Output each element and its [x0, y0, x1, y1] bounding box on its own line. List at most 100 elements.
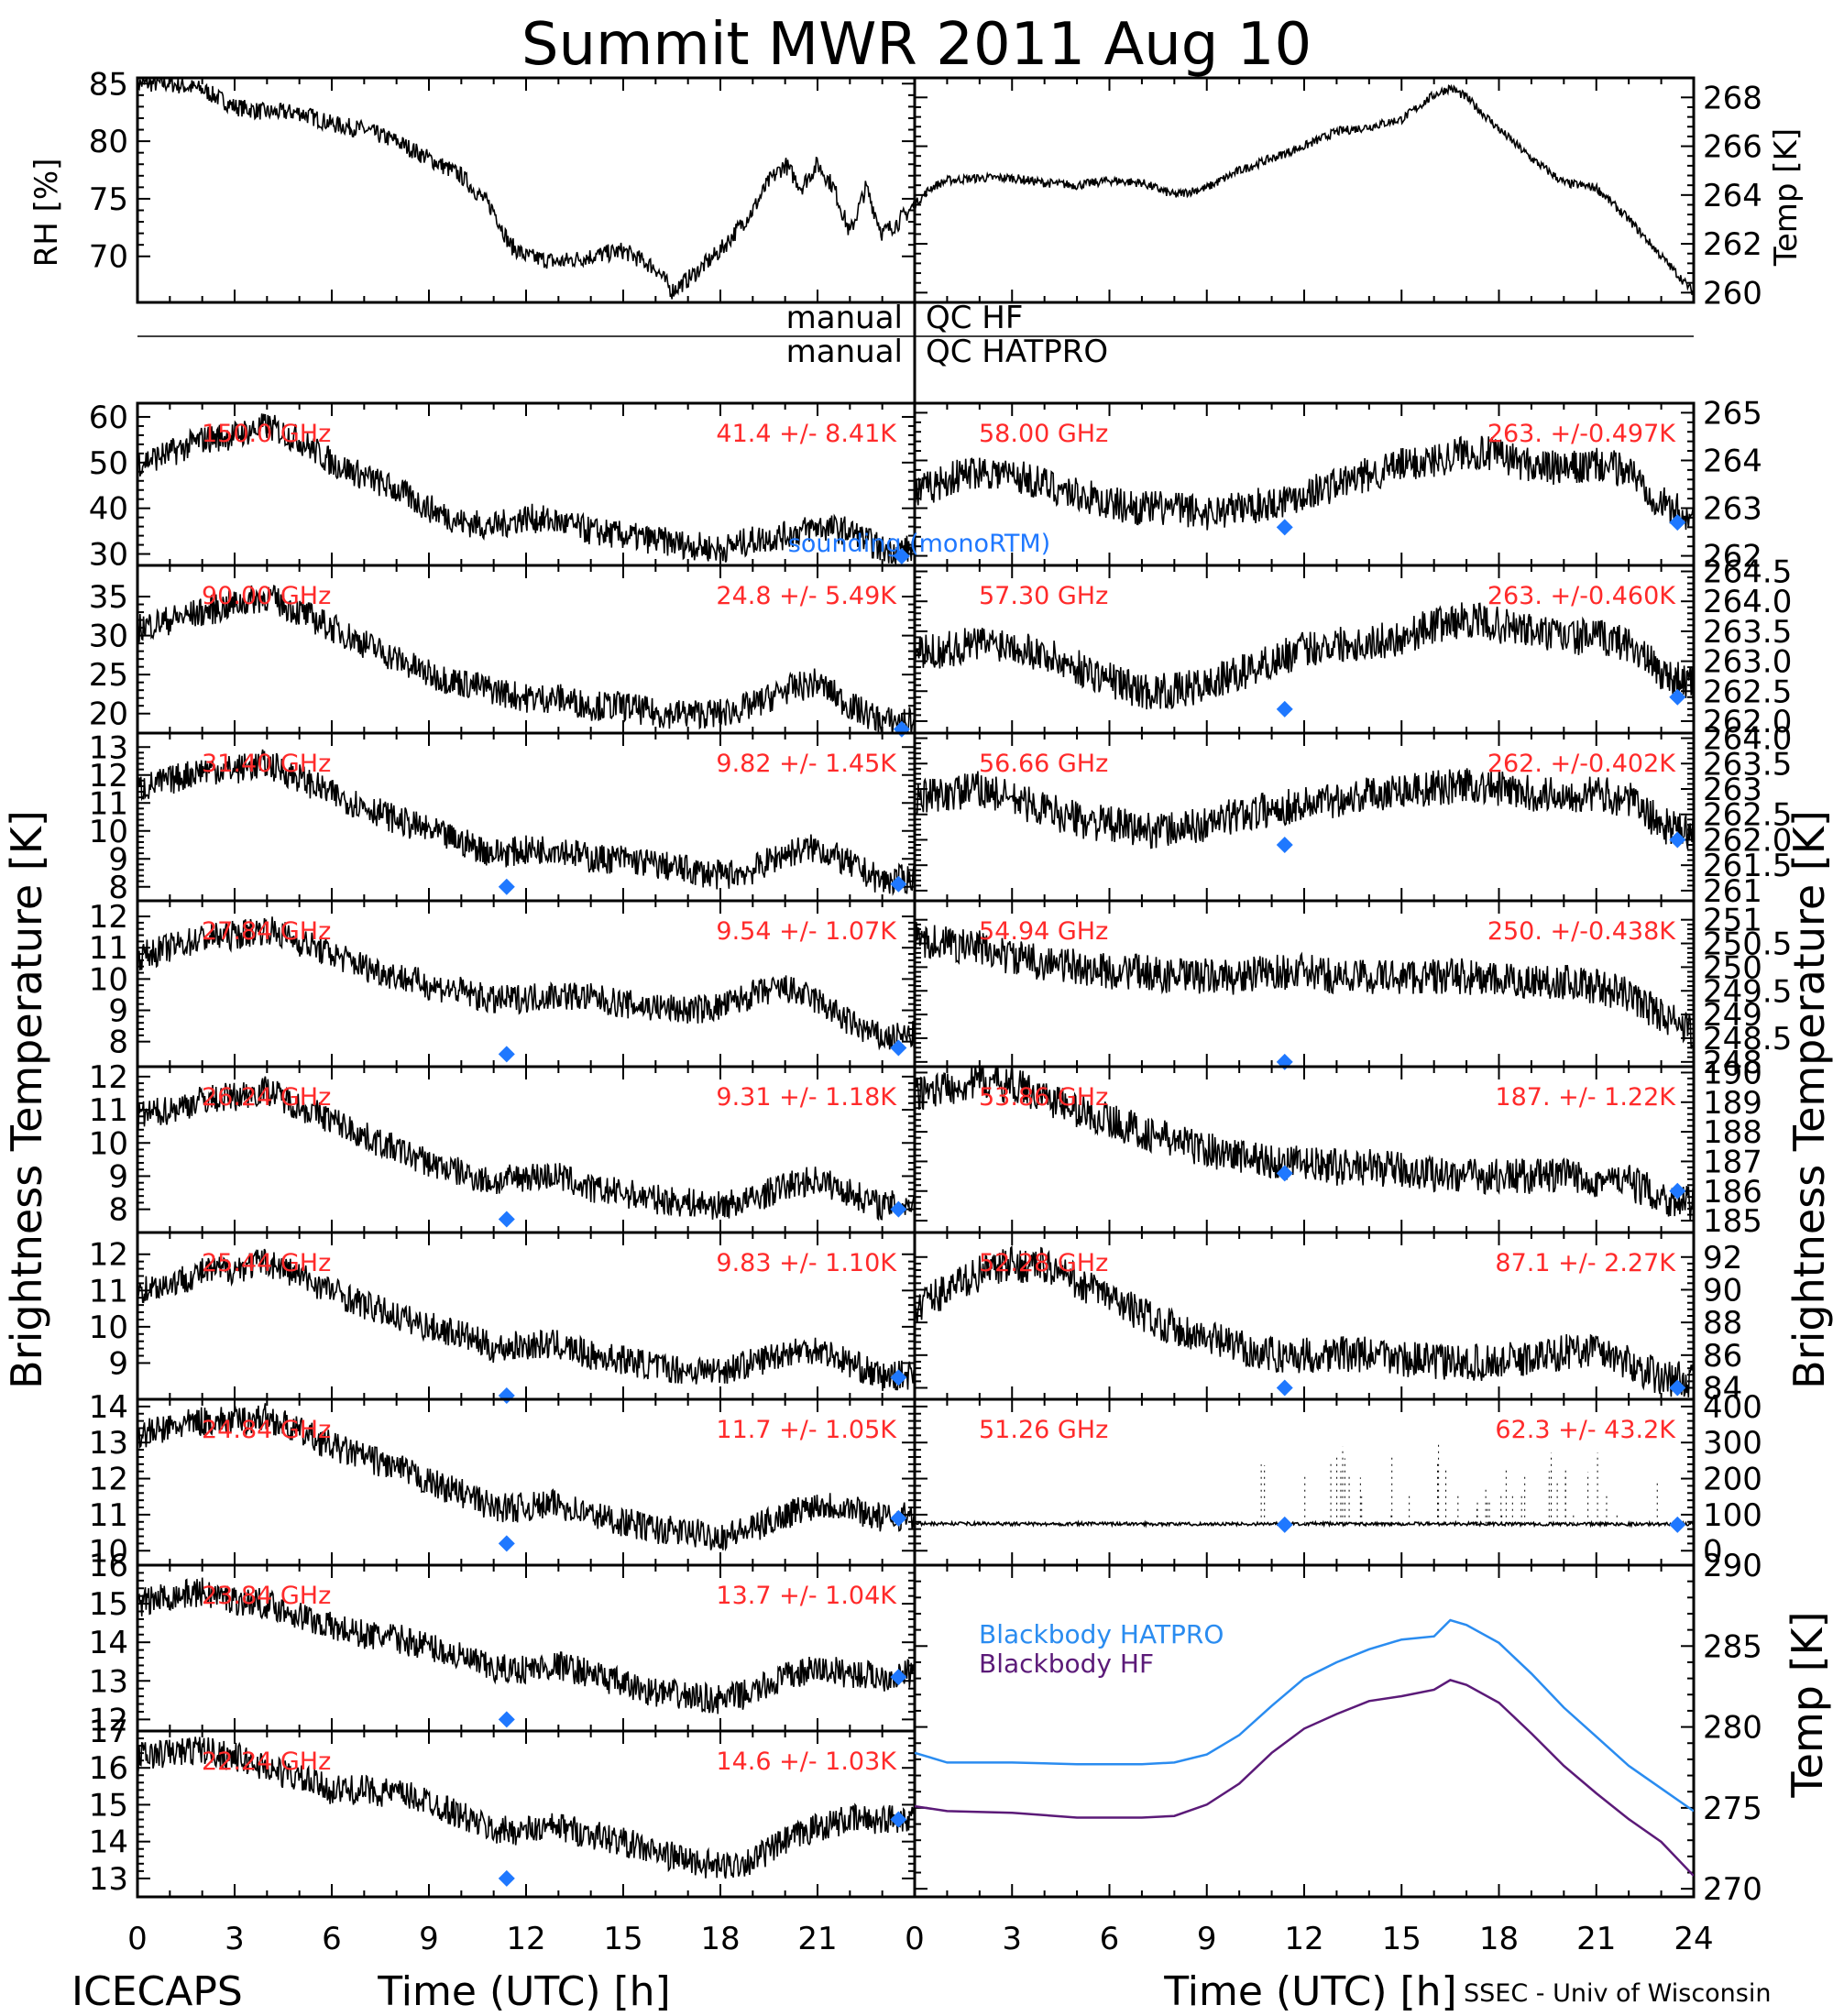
series-trace [137, 1248, 915, 1391]
series-trace [137, 1577, 915, 1715]
channel-stats-label: 9.83 +/- 1.10K [716, 1249, 897, 1277]
y-tick-label: 75 [89, 181, 128, 218]
y-tick-label: 16 [89, 1548, 128, 1584]
channel-stats-label: 250. +/-0.438K [1487, 917, 1676, 946]
y-tick-label: 50 [89, 445, 128, 482]
y-tick-label: 14 [89, 1625, 128, 1661]
y-tick-label: 250.5 [1703, 926, 1792, 963]
y-tick-label: 10 [89, 961, 128, 998]
y-tick-label: 262 [1703, 226, 1762, 263]
channel-stats-label: 187. +/- 1.22K [1495, 1083, 1676, 1112]
y-tick-label: 249.5 [1703, 973, 1792, 1010]
series-trace [137, 584, 915, 733]
sounding-marker [1669, 688, 1686, 706]
y-tick-label: 11 [89, 1273, 128, 1309]
sounding-marker [1669, 831, 1686, 849]
x-tick-label-left: 6 [322, 1921, 342, 1957]
panel-met-temp: 260 262 264 266 268 [913, 76, 1762, 312]
series-trace [137, 1737, 915, 1879]
channel-frequency-label: 31.40 GHz [202, 750, 331, 778]
y-tick-label: 16 [89, 1750, 128, 1787]
y-tick-label: 263.5 [1703, 614, 1792, 651]
x-tick-label-left: 3 [225, 1921, 245, 1957]
sounding-marker [890, 1669, 907, 1686]
y-tick-label: 12 [89, 1462, 128, 1498]
y-tick-label: 8 [108, 1192, 128, 1229]
y-tick-label: 9 [108, 841, 128, 878]
y-tick-label: 285 [1703, 1628, 1762, 1665]
channel-stats-label: 24.8 +/- 5.49K [716, 582, 897, 610]
y-tick-label: 189 [1703, 1085, 1762, 1122]
channel-stats-label: 9.82 +/- 1.45K [716, 750, 897, 778]
series-trace [137, 78, 915, 300]
qc-manual-2: manual [786, 334, 903, 370]
sounding-marker [498, 1387, 515, 1405]
channel-frequency-label: 56.66 GHz [979, 750, 1108, 778]
panel-blackbody: 270 275 280 285 290 Blackbody HATPROBlackbody… [913, 1548, 1762, 1908]
y-tick-label: 248 [1703, 1045, 1762, 1081]
y-tick-label: 10 [89, 814, 128, 850]
y-tick-label: 250 [1703, 949, 1762, 986]
y-tick-label: 263.5 [1703, 746, 1792, 783]
panel-met-rh: 70 75 80 85 [89, 66, 916, 304]
x-tick-label-right: 6 [1100, 1921, 1120, 1957]
y-tick-label: 11 [89, 1497, 128, 1534]
channel-stats-label: 262. +/-0.402K [1487, 750, 1676, 778]
sounding-marker [1276, 1379, 1293, 1397]
channel-frequency-label: 51.26 GHz [979, 1416, 1108, 1444]
y-tick-label: 15 [89, 1787, 128, 1824]
series-trace [915, 1067, 1694, 1222]
channel-stats-label: 9.31 +/- 1.18K [716, 1083, 897, 1112]
panel-frame [913, 76, 1696, 304]
y-tick-label: 86 [1703, 1338, 1742, 1375]
y-tick-label: 84 [1703, 1371, 1742, 1408]
legend-hf: Blackbody HF [979, 1649, 1154, 1679]
channel-frequency-label: 24.84 GHz [202, 1416, 331, 1444]
x-tick-label-right: 0 [905, 1921, 925, 1957]
y-tick-label: 90 [1703, 1272, 1742, 1309]
y-tick-label: 275 [1703, 1791, 1762, 1827]
sounding-marker [498, 1535, 515, 1552]
time-label-left: Time (UTC) [h] [377, 1968, 670, 2015]
y-tick-label: 261.5 [1703, 848, 1792, 884]
channel-stats-label: 263. +/-0.460K [1487, 582, 1676, 610]
x-tick-label-right: 18 [1479, 1921, 1519, 1957]
sounding-marker [1669, 1182, 1686, 1200]
y-tick-label: 263 [1703, 491, 1762, 528]
sounding-marker [1669, 1516, 1686, 1533]
figure-title: Summit MWR 2011 Aug 10 [521, 11, 1312, 79]
qc-hatpro-label: QC HATPRO [926, 334, 1108, 370]
y-tick-label: 13 [89, 1861, 128, 1898]
y-tick-label: 25 [89, 657, 128, 694]
channel-stats-label: 14.6 +/- 1.03K [716, 1748, 897, 1776]
x-tick-label-left: 21 [797, 1921, 837, 1957]
tb-axis-label-right: Brightness Temperature [K] [1784, 810, 1833, 1389]
y-tick-label: 13 [89, 1425, 128, 1462]
channel-stats-label: 11.7 +/- 1.05K [716, 1416, 897, 1444]
tb-axis-label-left: Brightness Temperature [K] [2, 810, 51, 1389]
y-tick-label: 30 [89, 619, 128, 655]
y-tick-label: 14 [89, 1824, 128, 1861]
x-tick-label-left: 15 [603, 1921, 642, 1957]
y-tick-label: 60 [89, 400, 128, 436]
y-tick-label: 70 [89, 239, 128, 276]
y-tick-label: 251 [1703, 903, 1762, 939]
channel-stats-label: 263. +/-0.497K [1487, 420, 1676, 448]
y-tick-label: 9 [108, 1345, 128, 1382]
channel-stats-label: 87.1 +/- 2.27K [1495, 1249, 1676, 1277]
y-tick-label: 10 [89, 1309, 128, 1346]
y-tick-label: 10 [89, 1125, 128, 1162]
series-trace [137, 1076, 915, 1222]
y-tick-label: 12 [89, 899, 128, 936]
channel-frequency-label: 22.24 GHz [202, 1748, 331, 1776]
channel-stats-label: 62.3 +/- 43.2K [1495, 1416, 1676, 1444]
y-tick-label: 185 [1703, 1203, 1762, 1240]
